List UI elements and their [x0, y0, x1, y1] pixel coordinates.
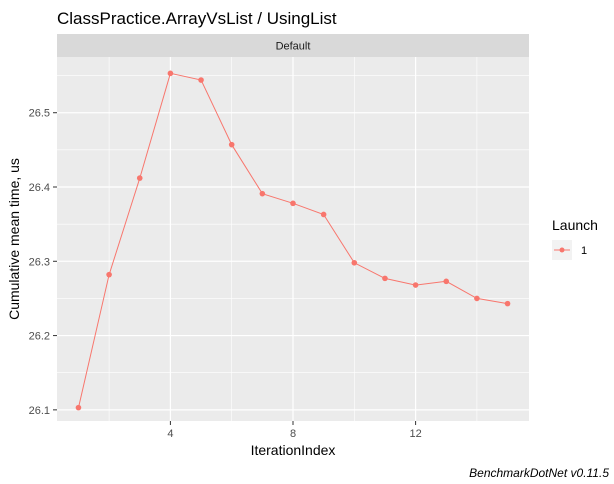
data-point: [412, 282, 419, 288]
data-point: [259, 190, 266, 197]
series-layer: [75, 70, 511, 411]
facet-label: Default: [276, 41, 311, 53]
data-point: [504, 300, 511, 307]
x-axis-title: IterationIndex: [251, 442, 336, 458]
chart-title: ClassPractice.ArrayVsList / UsingList: [57, 9, 337, 28]
data-point: [290, 200, 296, 207]
data-point: [167, 70, 174, 77]
x-tick-label: 8: [290, 428, 296, 440]
data-point: [474, 295, 480, 302]
legend-key-point: [559, 247, 565, 253]
data-point: [198, 77, 204, 83]
y-tick-label: 26.1: [29, 405, 50, 417]
data-point: [443, 278, 450, 285]
data-point: [228, 141, 235, 148]
x-tick-label: 4: [167, 428, 173, 440]
y-axis-title: Cumulative mean time, us: [6, 158, 22, 320]
y-tick-label: 26.2: [29, 331, 50, 343]
data-point: [106, 271, 112, 278]
facet-strip: [57, 34, 529, 57]
y-tick-label: 26.5: [29, 108, 50, 120]
caption: BenchmarkDotNet v0.11.5: [469, 466, 609, 480]
data-point: [320, 211, 327, 218]
data-point: [136, 175, 143, 181]
x-tick-label: 12: [409, 428, 421, 440]
data-point: [351, 259, 358, 266]
legend-item-label: 1: [581, 245, 587, 257]
grid-lines: [57, 57, 529, 421]
y-tick-label: 26.4: [29, 182, 50, 194]
data-point: [75, 404, 82, 411]
axes: 4 8 12 26.1 26.2 26.3 26.4 26.5: [29, 108, 422, 440]
legend: Launch 1: [552, 217, 598, 260]
data-point: [382, 275, 388, 282]
legend-title: Launch: [552, 217, 598, 233]
y-tick-label: 26.3: [29, 256, 50, 268]
